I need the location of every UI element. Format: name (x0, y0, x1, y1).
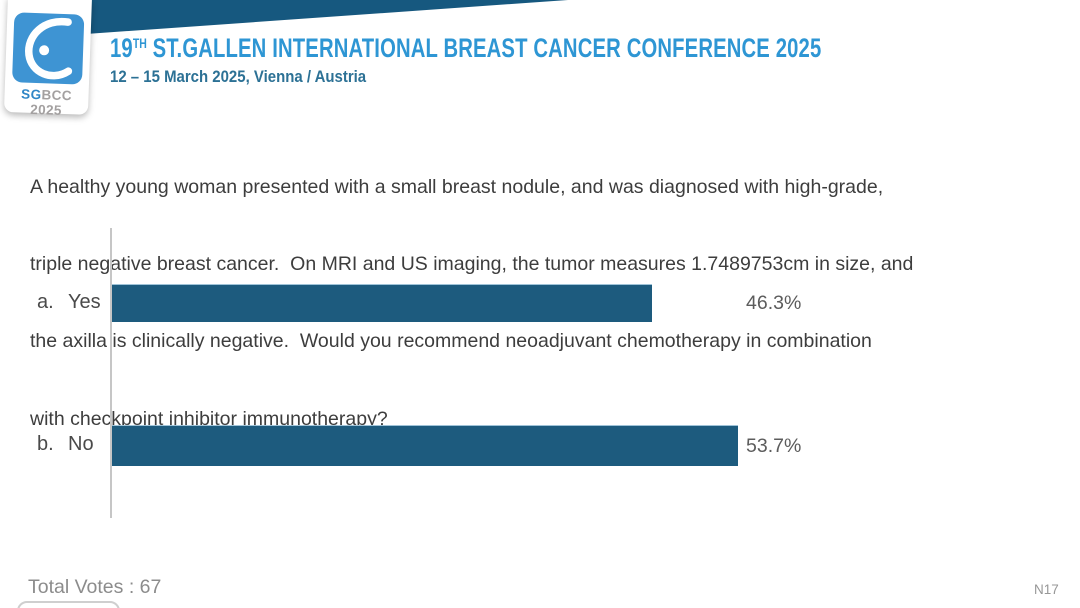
chart-axis-line (110, 228, 112, 518)
option-label-no: b. No (37, 433, 94, 456)
bar-no (112, 425, 739, 466)
logo-caption-sg: SG (20, 86, 42, 103)
question-line-3: the axilla is clinically negative. Would… (30, 330, 872, 353)
value-label-no: 53.7% (746, 435, 802, 457)
title-number: 19 (110, 33, 133, 63)
option-prefix-a: a. (37, 291, 54, 313)
option-text-yes: Yes (68, 291, 101, 313)
value-label-yes: 46.3% (746, 292, 802, 314)
question-line-2: triple negative breast cancer. On MRI an… (30, 252, 914, 275)
question-line-4: with checkpoint inhibitor immunotherapy? (30, 407, 388, 430)
breast-logo-icon (25, 17, 73, 80)
question-text: A healthy young woman presented with a s… (30, 123, 990, 484)
conference-title: 19TH ST.GALLEN INTERNATIONAL BREAST CANC… (110, 33, 821, 64)
header-diagonal-banner (86, 0, 568, 34)
bar-yes (112, 284, 652, 322)
title-ordinal: TH (132, 35, 147, 51)
conference-logo: SGBCC 2025 (3, 0, 92, 118)
conference-subtitle: 12 – 15 March 2025, Vienna / Austria (110, 67, 367, 86)
header-title-block: 19TH ST.GALLEN INTERNATIONAL BREAST CANC… (110, 33, 1059, 87)
slide-code: N17 (1034, 582, 1059, 597)
logo-blue-square (11, 12, 85, 85)
option-text-no: No (68, 433, 94, 455)
option-label-yes: a. Yes (37, 291, 101, 314)
total-votes: Total Votes : 67 (28, 576, 162, 598)
option-prefix-b: b. (37, 433, 54, 455)
question-line-1: A healthy young woman presented with a s… (30, 175, 884, 198)
logo-caption: SGBCC 2025 (4, 86, 89, 119)
bottom-partial-button[interactable] (17, 601, 120, 608)
title-text: ST.GALLEN INTERNATIONAL BREAST CANCER CO… (146, 33, 822, 63)
